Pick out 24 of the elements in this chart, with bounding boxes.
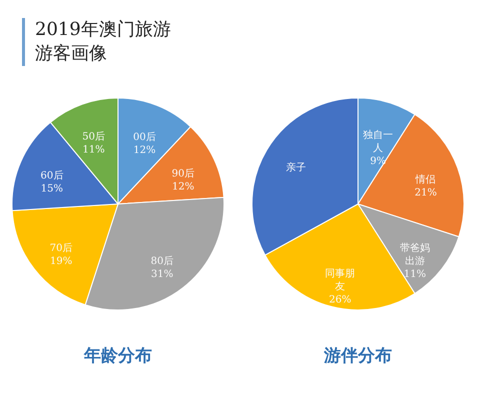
data-label: 9% xyxy=(370,156,386,167)
data-label: 12% xyxy=(172,181,194,192)
text: 游伴分布 xyxy=(323,346,392,366)
slice-label: 00后 xyxy=(133,131,156,144)
slice-label: 独自一人 xyxy=(363,128,394,154)
text: 年龄分布 xyxy=(83,346,152,366)
slice-label: 60后 xyxy=(40,169,64,182)
data-label: 31% xyxy=(151,268,174,280)
slice-label: 带爸妈出游 xyxy=(400,242,430,268)
data-label: 12% xyxy=(133,145,156,156)
slice-label: 情侣 xyxy=(414,174,436,186)
slice-label: 亲子 xyxy=(286,161,306,174)
data-label: 21% xyxy=(414,188,437,199)
data-label: 26% xyxy=(328,294,352,306)
slice-label: 同事朋友 xyxy=(325,268,356,293)
slice-label: 80后 xyxy=(150,254,174,267)
slice-label: 90后 xyxy=(172,167,195,180)
slice-label: 50后 xyxy=(82,130,105,142)
slice-label: 70后 xyxy=(50,242,72,254)
data-label: 19% xyxy=(50,256,72,268)
data-label: 15% xyxy=(40,183,64,194)
data-label: 11% xyxy=(404,269,426,280)
data-label: 11% xyxy=(82,144,105,156)
text: 2019年澳门旅游游客画像 xyxy=(35,18,172,66)
